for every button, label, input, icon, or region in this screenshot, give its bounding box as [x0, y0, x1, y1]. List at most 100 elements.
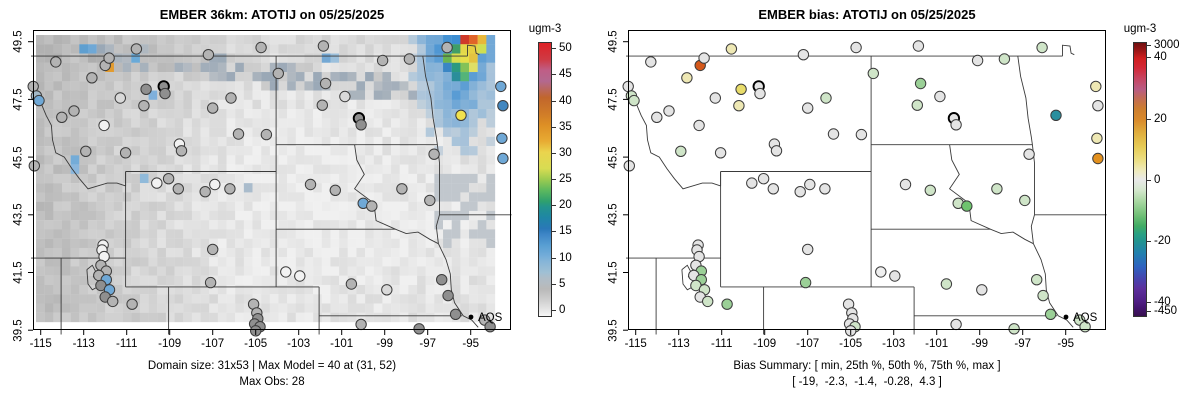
site-point: [272, 67, 285, 80]
site-point: [867, 67, 880, 80]
site-point: [623, 160, 635, 172]
site-point: [912, 40, 925, 52]
site-point: [449, 308, 462, 320]
colorbar-tick-mark: [1147, 241, 1151, 243]
state-border-path: [871, 228, 1034, 245]
site-point: [162, 173, 175, 185]
x-axis-tick-label: -107: [201, 338, 225, 350]
site-point: [746, 177, 758, 189]
y-axis-tick-label: 41.5: [607, 261, 620, 284]
bias-map-svg: AQS: [622, 30, 1107, 337]
site-point: [1092, 100, 1104, 112]
site-point: [1044, 308, 1057, 320]
bias-colorbar: [1133, 42, 1147, 317]
site-point: [207, 243, 219, 256]
site-point: [436, 274, 448, 286]
site-point: [260, 128, 273, 141]
x-axis-tick-label: -109: [158, 338, 182, 350]
site-point: [28, 160, 40, 172]
colorbar-tick-mark: [552, 284, 556, 285]
site-point: [68, 105, 80, 117]
site-point: [693, 119, 705, 132]
y-axis-tick-label: 49.5: [607, 30, 620, 53]
site-point: [317, 40, 330, 52]
state-border-path: [30, 93, 126, 190]
site-point: [950, 318, 962, 331]
colorbar-tick-label: 10: [559, 251, 572, 264]
site-point: [224, 183, 236, 195]
y-axis-tick-label: 41.5: [12, 261, 25, 284]
site-point: [396, 183, 408, 195]
site-point: [681, 72, 693, 84]
aqs-legend-dot: [1063, 314, 1069, 320]
site-point: [855, 128, 868, 141]
model-map-plot: AQS: [27, 30, 512, 337]
model-map-svg: AQS: [27, 30, 512, 337]
site-point: [428, 148, 440, 160]
x-axis-tick-label: -105: [244, 338, 268, 350]
site-point: [232, 128, 245, 140]
axis-tick-marks: [28, 41, 472, 335]
colorbar-tick-label: 50: [559, 42, 572, 55]
colorbar-tick-mark: [1147, 45, 1151, 47]
model-colorbar-units-label: ugm-3: [528, 23, 562, 35]
site-point: [721, 298, 733, 310]
site-point: [126, 298, 138, 310]
site-point: [138, 100, 150, 112]
colorbar-tick-mark: [552, 205, 556, 207]
site-point: [702, 295, 714, 308]
colorbar-tick-mark: [552, 231, 556, 233]
colorbar-tick-label: 0: [1154, 174, 1161, 187]
colorbar-tick-mark: [1147, 57, 1151, 59]
site-point: [1092, 152, 1104, 165]
site-point: [497, 100, 509, 112]
x-axis-tick-label: -107: [796, 338, 820, 350]
colorbar-tick-mark: [1147, 119, 1151, 121]
site-point: [199, 186, 211, 198]
site-point: [225, 92, 237, 104]
site-point: [280, 266, 292, 278]
site-point: [441, 41, 453, 54]
plot-frame: [628, 30, 1106, 330]
site-point: [645, 56, 657, 68]
site-point: [159, 87, 171, 100]
site-point: [675, 145, 687, 158]
colorbar-tick-label: 40: [559, 94, 572, 107]
site-point: [319, 77, 332, 90]
state-borders-layer: [30, 44, 512, 335]
site-point: [934, 90, 946, 103]
x-axis-tick-label: -101: [330, 338, 354, 350]
site-point: [339, 90, 351, 103]
site-point: [355, 318, 367, 331]
model-panel-title: EMBER 36km: ATOTIJ on 05/25/2025: [159, 7, 385, 22]
colorbar-tick-mark: [552, 257, 556, 259]
site-point: [103, 52, 115, 64]
site-point: [80, 145, 92, 158]
site-point: [204, 276, 217, 289]
site-point: [175, 145, 188, 157]
site-point: [355, 119, 367, 131]
site-point: [381, 284, 393, 296]
site-point: [172, 183, 185, 195]
state-border-path: [1017, 56, 1035, 215]
colorbar-tick-label: 20: [1154, 113, 1167, 126]
y-axis-tick-label: 47.5: [607, 88, 620, 111]
colorbar-tick-label: 5: [559, 278, 566, 290]
x-axis-tick-label: -99: [376, 338, 393, 350]
site-point: [1008, 323, 1020, 335]
site-point: [850, 41, 862, 54]
site-point: [899, 178, 912, 191]
colorbar-tick-mark: [1147, 311, 1151, 313]
site-point: [98, 119, 110, 132]
site-point: [819, 183, 831, 195]
site-point: [1036, 41, 1048, 54]
x-axis-tick-label: -115: [624, 338, 647, 350]
site-point: [130, 43, 143, 55]
x-axis-tick-label: -103: [287, 338, 311, 350]
colorbar-tick-mark: [552, 48, 556, 50]
site-point: [767, 183, 780, 195]
site-point: [294, 270, 306, 282]
x-axis-tick-label: -113: [72, 338, 95, 350]
aqs-legend-label: AQS: [1073, 312, 1098, 324]
site-point: [304, 178, 317, 191]
